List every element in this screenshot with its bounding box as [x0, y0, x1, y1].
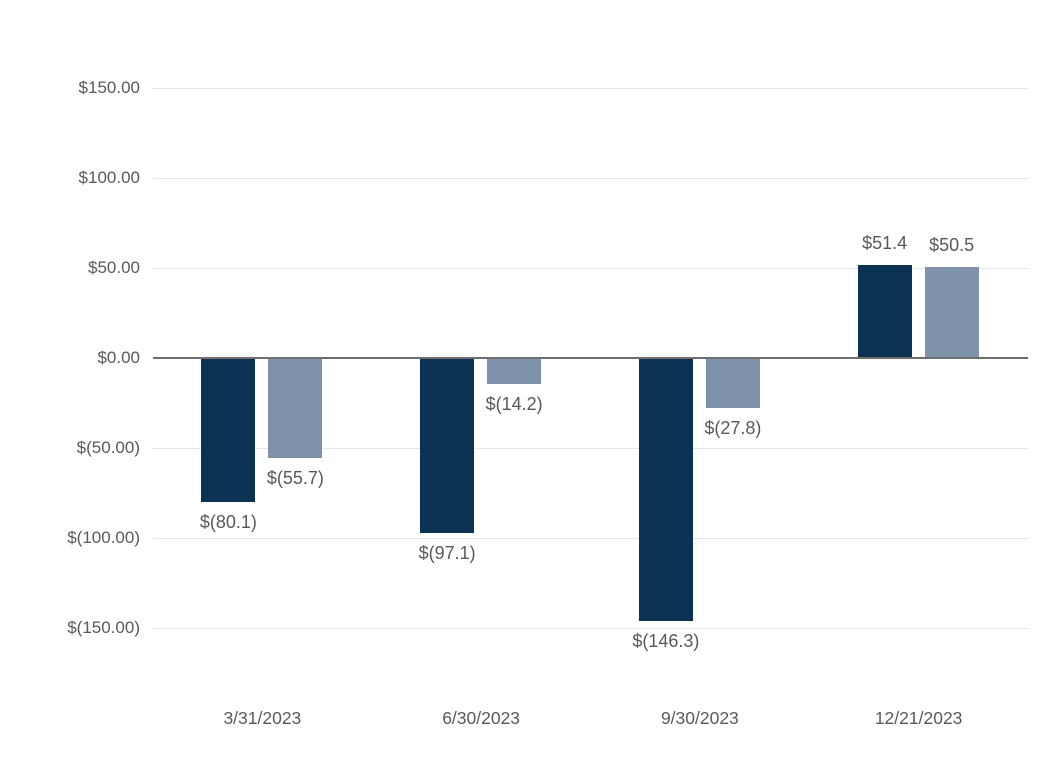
bar-data-label: $51.4: [862, 233, 908, 254]
y-axis-tick-label: $0.00: [97, 348, 140, 367]
bar-data-label: $(55.7): [266, 468, 324, 489]
bar-dark-navy-series: [201, 358, 256, 503]
y-axis-tick-label: $150.00: [78, 78, 140, 97]
bar-data-label: $(146.3): [632, 631, 700, 652]
x-axis-category-label: 6/30/2023: [442, 708, 521, 728]
bar-data-label: $50.5: [929, 235, 975, 256]
gridline: [153, 447, 1028, 449]
bar-blue-gray-series: [924, 267, 979, 358]
x-axis-category-label: 12/21/2023: [874, 708, 963, 728]
bar-dark-navy-series: [857, 265, 912, 358]
y-axis-tick-label: $(50.00): [76, 438, 140, 457]
y-axis-tick-label: $100.00: [78, 168, 140, 187]
bar-dark-navy-series: [420, 358, 475, 533]
bar-dark-navy-series: [638, 358, 693, 622]
bar-blue-gray-series: [705, 358, 760, 409]
gridline: [153, 537, 1028, 539]
bar-blue-gray-series: [487, 358, 542, 384]
y-axis-tick-label: $(150.00): [67, 618, 140, 637]
bar-blue-gray-series: [268, 358, 323, 459]
gridline: [153, 177, 1028, 179]
bar-data-label: $(14.2): [485, 393, 543, 414]
y-axis-tick-label: $50.00: [88, 258, 140, 277]
x-axis-category-label: 3/31/2023: [223, 708, 302, 728]
gridline: [153, 627, 1028, 629]
gridline: [153, 87, 1028, 89]
gridline: [153, 267, 1028, 269]
zero-axis-line: [153, 357, 1028, 359]
bar-data-label: $(80.1): [199, 512, 257, 533]
y-axis-tick-label: $(100.00): [67, 528, 140, 547]
bar-data-label: $(97.1): [418, 542, 476, 563]
bar-data-label: $(27.8): [704, 418, 762, 439]
x-axis-category-label: 9/30/2023: [660, 708, 739, 728]
